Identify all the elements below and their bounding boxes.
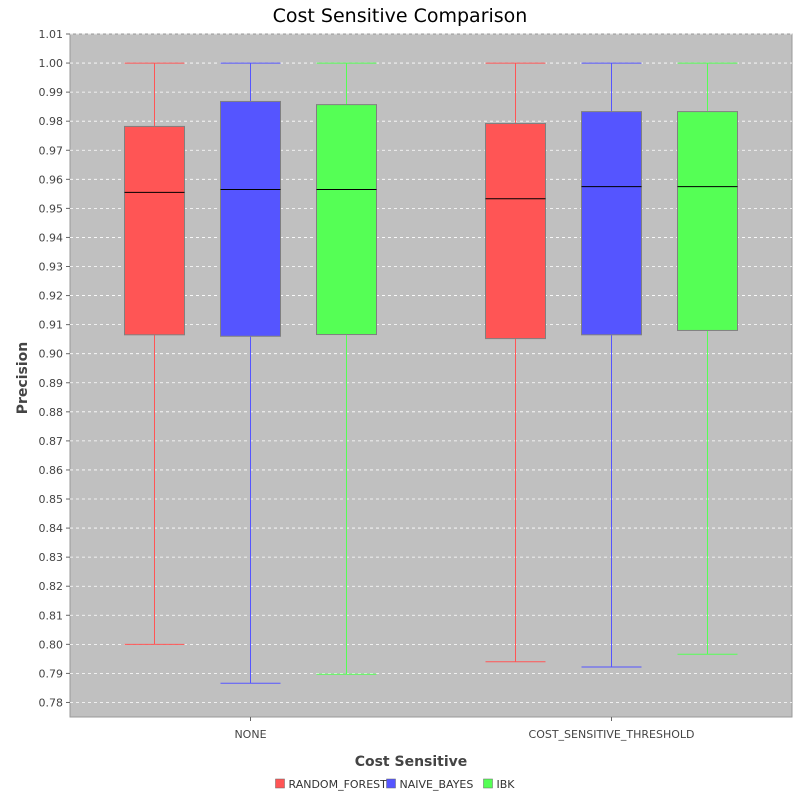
legend-label: IBK: [497, 778, 516, 791]
y-tick-label: 0.95: [39, 202, 64, 215]
y-tick-label: 1.01: [39, 28, 64, 41]
grid-lines: [70, 33, 792, 703]
y-tick-label: 0.85: [39, 493, 64, 506]
box-iqr: [316, 104, 377, 336]
y-tick-label: 0.96: [39, 173, 64, 186]
chart-title: Cost Sensitive Comparison: [273, 5, 528, 27]
x-tick-label: NONE: [234, 728, 266, 741]
plot-area: [69, 33, 793, 718]
y-tick-label: 0.83: [39, 551, 64, 564]
legend-label: RANDOM_FOREST: [289, 778, 388, 791]
y-tick-label: 0.78: [39, 696, 64, 709]
box-plots: [124, 62, 738, 684]
legend-swatch: [483, 778, 493, 789]
y-tick-label: 0.87: [39, 435, 64, 448]
legend-item: IBK: [483, 778, 516, 791]
box-iqr: [124, 125, 185, 336]
y-tick-label: 0.89: [39, 377, 64, 390]
x-axis-label: Cost Sensitive: [355, 754, 468, 770]
y-tick-label: 0.79: [39, 667, 64, 680]
y-tick-label: 0.99: [39, 86, 64, 99]
box-naive-bayes: [220, 62, 281, 684]
legend-swatch: [275, 778, 285, 789]
box-iqr: [581, 111, 642, 336]
y-tick-label: 0.98: [39, 115, 64, 128]
y-tick-label: 0.94: [39, 231, 64, 244]
box-naive-bayes: [581, 62, 642, 668]
box-random-forest: [485, 62, 546, 663]
legend-item: NAIVE_BAYES: [386, 778, 474, 791]
box-iqr: [485, 123, 546, 340]
x-tick-label: COST_SENSITIVE_THRESHOLD: [529, 728, 695, 741]
y-tick-label: 0.80: [39, 638, 64, 651]
y-tick-label: 0.92: [39, 290, 64, 303]
y-tick-label: 0.93: [39, 261, 64, 274]
y-tick-label: 0.91: [39, 319, 64, 332]
box-ibk: [316, 62, 377, 675]
legend-item: RANDOM_FOREST: [275, 778, 388, 791]
y-tick-label: 0.82: [39, 580, 64, 593]
legend-swatch: [386, 778, 396, 789]
y-tick-label: 1.00: [39, 57, 64, 70]
y-tick-label: 0.97: [39, 144, 64, 157]
legend: RANDOM_FOREST NAIVE_BAYES IBK: [275, 778, 516, 791]
box-iqr: [677, 111, 738, 331]
box-ibk: [677, 62, 738, 655]
y-tick-label: 0.81: [39, 609, 64, 622]
legend-label: NAIVE_BAYES: [400, 778, 474, 791]
y-tick-label: 0.86: [39, 464, 64, 477]
y-tick-label: 0.90: [39, 348, 64, 361]
y-tick-label: 0.88: [39, 406, 64, 419]
y-axis-label: Precision: [15, 342, 31, 414]
y-tick-label: 0.84: [39, 522, 64, 535]
box-random-forest: [124, 62, 185, 645]
y-axis: 0.78 0.79 0.80 0.81 0.82 0.83 0.84 0.85 0.86 0.87…: [39, 28, 70, 709]
x-axis: NONE COST_SENSITIVE_THRESHOLD: [234, 717, 694, 741]
box-iqr: [220, 100, 281, 337]
